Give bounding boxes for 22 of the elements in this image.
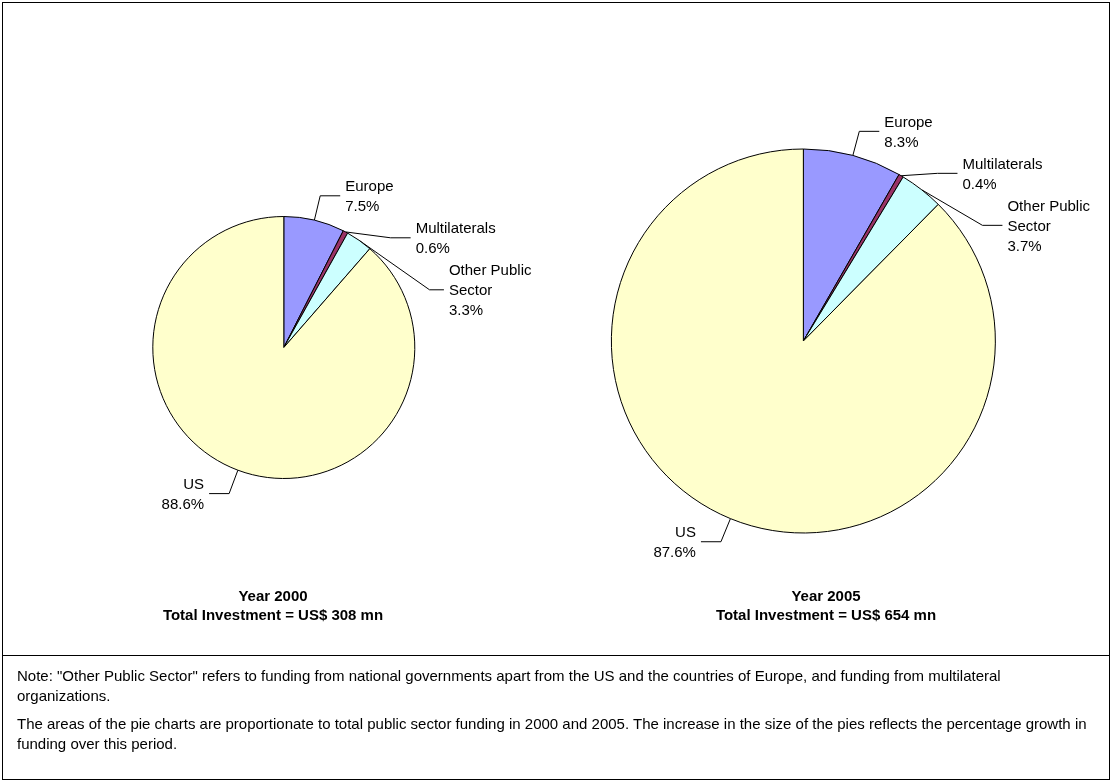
data-label: 3.7%	[1007, 236, 1042, 254]
text: Total Investment = US$ 308 mn	[162, 606, 384, 623]
slice-label: Multilaterals	[415, 219, 496, 237]
data-label: 7.5%	[345, 197, 380, 215]
text: Year 2000	[238, 587, 308, 604]
slice-label: Other Public Sector	[448, 261, 536, 299]
slice-label: US	[183, 475, 205, 493]
data-label: 87.6%	[653, 543, 696, 561]
text: Year 2005	[791, 587, 861, 604]
slice-label: Europe	[884, 112, 933, 130]
slice-label: Other Public Sector	[1007, 196, 1095, 234]
data-label: 8.3%	[884, 132, 919, 150]
text: Total Investment = US$ 654 mn	[715, 606, 937, 623]
slice-label: Multilaterals	[962, 154, 1043, 172]
data-label: 3.3%	[448, 301, 484, 319]
data-label: 0.4%	[962, 174, 997, 192]
slice-label: Europe	[345, 177, 394, 195]
data-label: 88.6%	[161, 495, 205, 513]
slice-label: US	[675, 523, 696, 541]
text: The areas of the pie charts are proportionate to total public sector funding in 2000 and 2005. The increase in the size of the pies reflects the percentage growth in funding over this period.	[17, 714, 1088, 754]
text: Note: "Other Public Sector" refers to funding from national governments apart from the US and the countries of Europe, and funding from multilateral organizations.	[17, 666, 1002, 706]
data-label: 0.6%	[415, 239, 450, 257]
